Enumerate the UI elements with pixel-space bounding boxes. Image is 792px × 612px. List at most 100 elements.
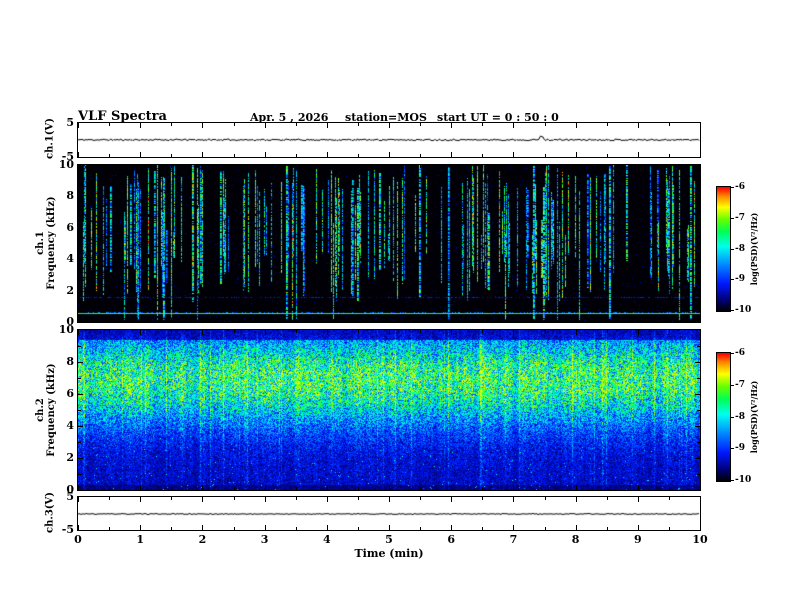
y-tick-label: 5	[66, 490, 74, 503]
x-tick-label: 0	[74, 533, 82, 546]
tick-mark	[202, 485, 203, 490]
tick-mark	[420, 330, 421, 333]
tick-mark	[389, 317, 390, 322]
tick-mark	[296, 123, 297, 126]
tick-mark	[607, 165, 608, 168]
tick-mark	[171, 487, 172, 490]
tick-mark	[545, 123, 546, 126]
tick-mark	[731, 279, 734, 280]
tick-mark	[697, 275, 700, 276]
tick-mark	[171, 330, 172, 333]
tick-mark	[697, 212, 700, 213]
tick-mark	[234, 487, 235, 490]
tick-mark	[265, 525, 266, 530]
tick-mark	[265, 497, 266, 502]
tick-mark	[296, 165, 297, 168]
tick-mark	[607, 497, 608, 500]
tick-mark	[700, 123, 701, 128]
tick-mark	[327, 525, 328, 530]
tick-mark	[358, 319, 359, 322]
y-tick-label: 0	[66, 483, 74, 496]
tick-mark	[358, 123, 359, 126]
x-tick-label: 1	[136, 533, 145, 546]
tick-mark	[700, 165, 701, 170]
tick-mark	[607, 154, 608, 157]
tick-mark	[109, 330, 110, 333]
y-tick-label: 8	[66, 189, 74, 202]
tick-mark	[576, 485, 577, 490]
tick-mark	[695, 394, 700, 395]
y-tick-label: 2	[66, 284, 74, 297]
tick-mark	[695, 426, 700, 427]
tick-mark	[78, 165, 79, 170]
ch1-colorbar	[716, 186, 731, 312]
tick-mark	[78, 497, 79, 502]
colorbar-tick-label: -9	[735, 274, 745, 284]
tick-mark	[78, 181, 81, 182]
tick-mark	[731, 310, 734, 311]
colorbar-tick-label: -9	[735, 443, 745, 453]
tick-mark	[607, 123, 608, 126]
tick-mark	[420, 123, 421, 126]
tick-mark	[234, 123, 235, 126]
ch3-wave-ylabel: ch.3(V)	[44, 491, 56, 534]
tick-mark	[265, 485, 266, 490]
tick-mark	[234, 319, 235, 322]
tick-mark	[420, 319, 421, 322]
tick-mark	[420, 165, 421, 168]
tick-mark	[171, 497, 172, 500]
tick-mark	[389, 123, 390, 128]
ch1-waveform-canvas	[78, 123, 700, 157]
tick-mark	[513, 485, 514, 490]
colorbar-tick-label: -8	[735, 244, 745, 254]
tick-mark	[607, 330, 608, 333]
ch2-colorbar-canvas	[717, 353, 730, 481]
tick-mark	[697, 244, 700, 245]
tick-mark	[389, 485, 390, 490]
tick-mark	[171, 154, 172, 157]
tick-mark	[482, 123, 483, 126]
tick-mark	[78, 259, 83, 260]
tick-mark	[731, 218, 734, 219]
x-tick-label: 9	[633, 533, 642, 546]
tick-mark	[78, 378, 81, 379]
tick-mark	[669, 319, 670, 322]
y-tick-label: 8	[66, 355, 74, 368]
tick-mark	[109, 497, 110, 500]
tick-mark	[109, 154, 110, 157]
tick-mark	[731, 448, 734, 449]
tick-mark	[451, 317, 452, 322]
colorbar-tick-label: -7	[735, 213, 745, 223]
tick-mark	[234, 330, 235, 333]
tick-mark	[78, 426, 83, 427]
tick-mark	[482, 165, 483, 168]
tick-mark	[545, 527, 546, 530]
tick-mark	[697, 346, 700, 347]
tick-mark	[358, 330, 359, 333]
tick-mark	[109, 165, 110, 168]
tick-mark	[669, 165, 670, 168]
tick-mark	[78, 362, 83, 363]
tick-mark	[389, 525, 390, 530]
tick-mark	[140, 485, 141, 490]
tick-mark	[202, 123, 203, 128]
figure-start-ut: start UT = 0 : 50 : 0	[437, 111, 559, 124]
tick-mark	[234, 497, 235, 500]
tick-mark	[78, 196, 83, 197]
tick-mark	[697, 474, 700, 475]
tick-mark	[638, 123, 639, 128]
y-tick-label: 10	[58, 158, 74, 171]
tick-mark	[731, 417, 734, 418]
tick-mark	[78, 317, 79, 322]
tick-mark	[171, 527, 172, 530]
tick-mark	[296, 497, 297, 500]
tick-mark	[576, 152, 577, 157]
tick-mark	[607, 319, 608, 322]
x-tick-label: 2	[198, 533, 207, 546]
tick-mark	[576, 123, 577, 128]
tick-mark	[140, 497, 141, 502]
tick-mark	[513, 165, 514, 170]
tick-mark	[327, 317, 328, 322]
tick-mark	[389, 152, 390, 157]
tick-mark	[451, 330, 452, 335]
